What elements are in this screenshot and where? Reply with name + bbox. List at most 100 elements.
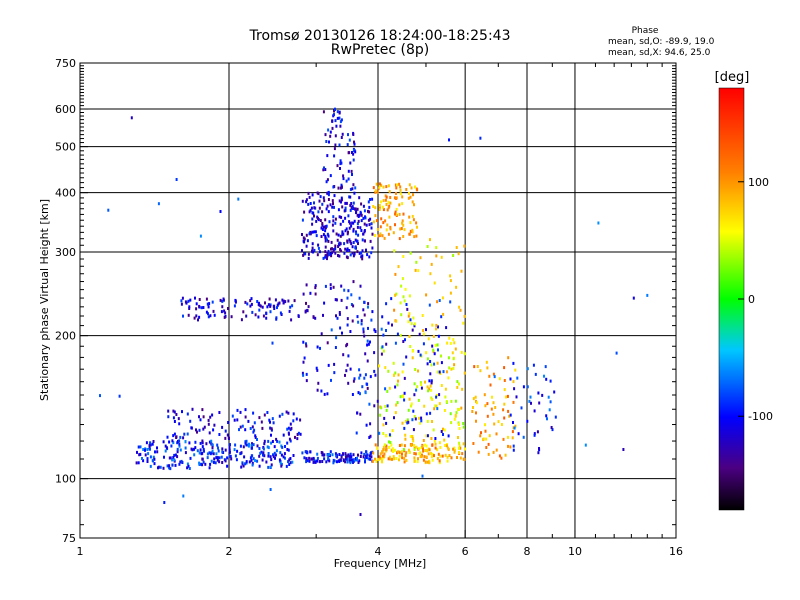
data-point (399, 227, 402, 231)
data-point (245, 460, 248, 464)
data-point (369, 457, 372, 461)
data-point (381, 315, 384, 319)
data-point (443, 438, 446, 442)
data-point (364, 460, 366, 464)
data-point (266, 411, 269, 414)
data-point (226, 456, 229, 460)
data-point (344, 201, 347, 205)
data-point (339, 458, 342, 462)
data-point (380, 327, 383, 331)
data-point (350, 293, 353, 297)
data-point (368, 210, 371, 214)
data-point (397, 265, 400, 269)
data-point (392, 361, 395, 365)
data-point (263, 439, 266, 443)
data-point (347, 133, 349, 137)
data-point (440, 361, 443, 365)
data-point (533, 409, 536, 413)
data-point (346, 143, 349, 147)
data-point (428, 303, 431, 307)
data-point (412, 193, 414, 197)
data-point (430, 437, 433, 440)
data-point (543, 374, 545, 378)
data-point (454, 399, 457, 403)
data-point (406, 418, 409, 422)
data-point (144, 448, 146, 452)
data-point (327, 234, 330, 238)
data-point (218, 411, 221, 414)
data-point (395, 196, 398, 200)
colorbar-tick-label: 0 (748, 293, 755, 306)
data-point (381, 345, 384, 349)
data-point (433, 439, 436, 443)
data-point (413, 393, 416, 397)
data-point (351, 187, 354, 191)
data-point (431, 443, 434, 447)
data-point (219, 210, 222, 213)
data-point (346, 247, 349, 251)
data-point (445, 400, 448, 404)
data-point (387, 369, 390, 373)
data-point (278, 414, 281, 418)
data-point (463, 314, 466, 318)
data-point (203, 425, 206, 429)
data-point (507, 444, 509, 448)
data-point (223, 309, 226, 313)
data-point (365, 423, 368, 427)
data-point (358, 376, 361, 380)
data-point (286, 441, 289, 445)
data-point (457, 408, 460, 411)
data-point (425, 293, 428, 297)
data-point (485, 437, 488, 441)
data-point (169, 467, 172, 471)
data-point (420, 386, 423, 390)
data-point (222, 297, 225, 301)
data-point (293, 299, 296, 303)
data-point (308, 210, 311, 214)
data-point (385, 302, 388, 306)
data-point (528, 399, 531, 403)
data-point (196, 449, 199, 453)
data-point (278, 458, 281, 462)
data-point (358, 251, 361, 255)
data-point (207, 312, 209, 316)
data-point (400, 227, 403, 230)
data-point (221, 450, 224, 454)
data-point (200, 452, 203, 456)
data-point (425, 412, 428, 416)
data-point (357, 233, 360, 237)
data-point (411, 328, 414, 332)
data-point (209, 452, 212, 456)
data-point (146, 457, 149, 461)
data-point (444, 395, 447, 399)
data-point (269, 455, 272, 459)
data-point (403, 460, 406, 464)
data-point (344, 229, 347, 233)
data-point (436, 407, 439, 411)
data-point (282, 301, 285, 305)
data-point (399, 301, 402, 305)
data-point (203, 449, 205, 453)
data-point (345, 369, 348, 373)
data-point (313, 214, 315, 218)
y-tick-label: 750 (55, 57, 76, 70)
data-point (449, 279, 452, 283)
data-point (379, 225, 382, 229)
data-point (355, 431, 358, 435)
data-point (367, 200, 370, 204)
data-point (472, 442, 475, 445)
data-point (334, 143, 337, 147)
data-point (349, 187, 352, 191)
data-point (423, 404, 426, 408)
data-point (301, 199, 304, 203)
data-point (174, 453, 177, 457)
data-point (201, 408, 204, 412)
data-point (193, 447, 195, 451)
data-point (331, 119, 334, 123)
data-point (380, 459, 383, 463)
data-point (340, 196, 343, 200)
data-point (515, 395, 518, 399)
data-point (538, 447, 540, 450)
data-point (338, 143, 341, 147)
data-point (363, 376, 366, 380)
